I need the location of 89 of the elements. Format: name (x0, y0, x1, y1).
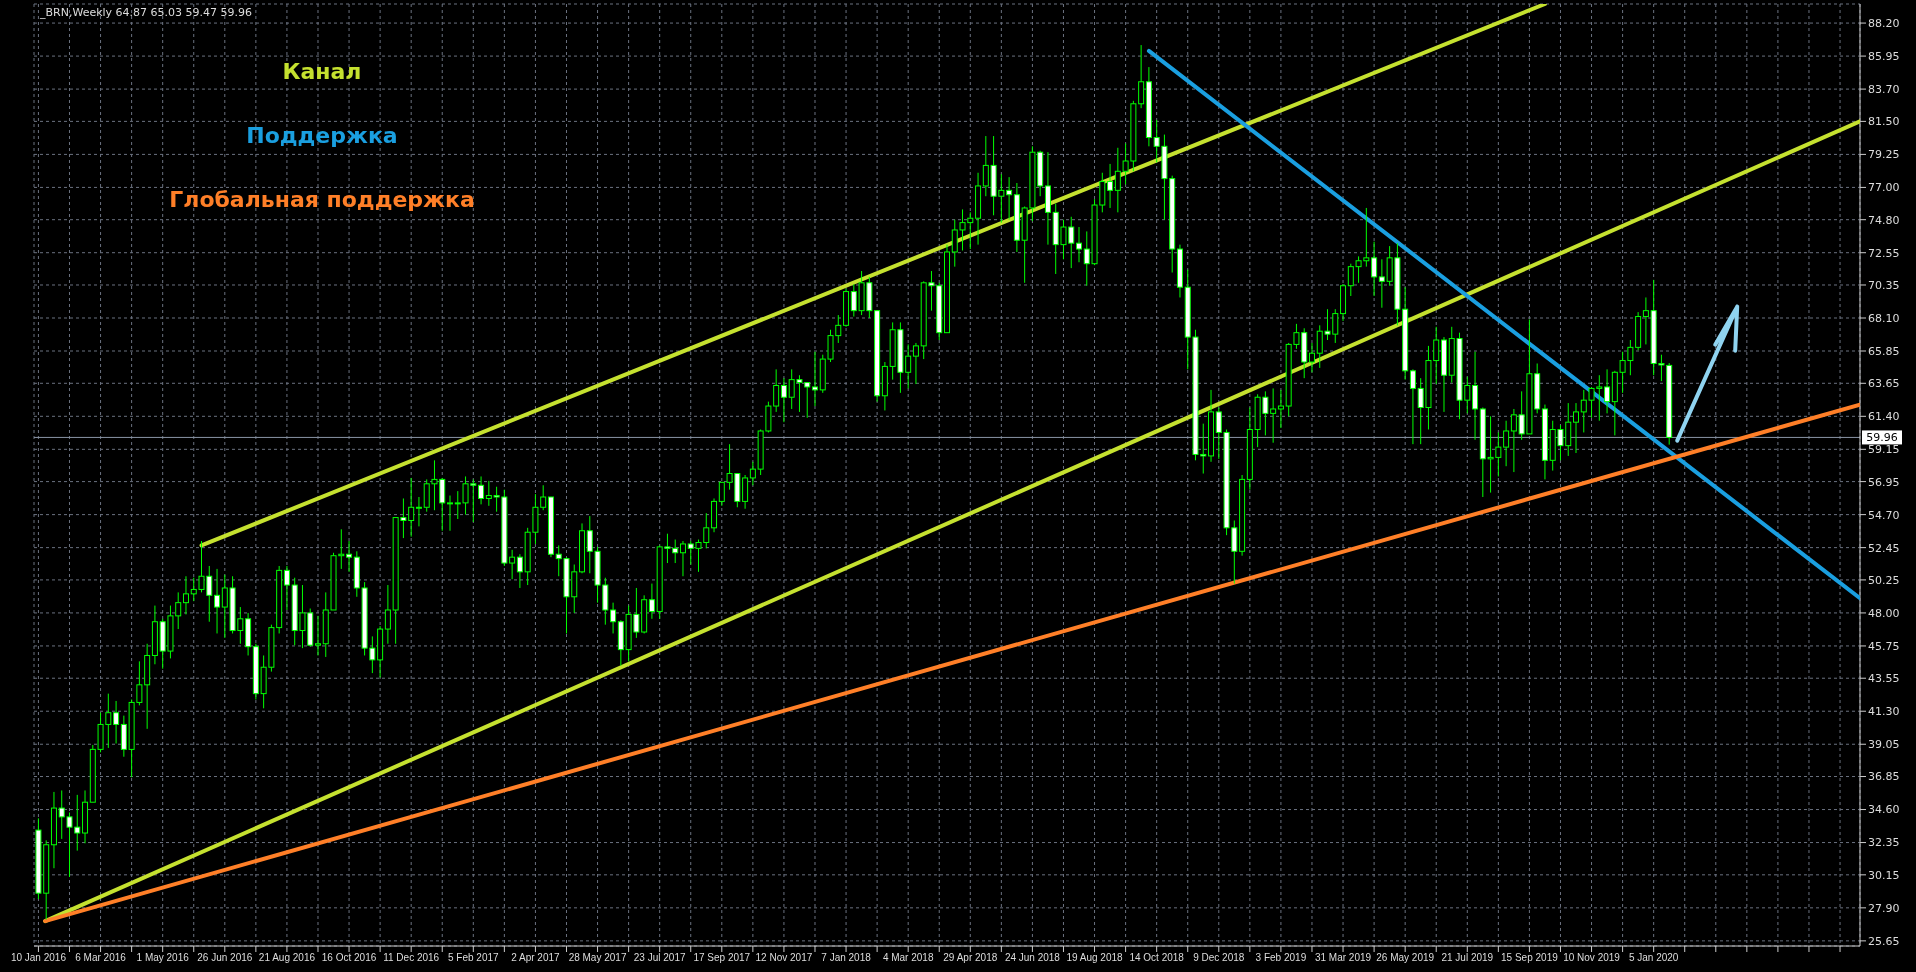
x-tick-label: 7 Jan 2018 (821, 952, 872, 964)
x-tick-label: 1 May 2016 (136, 952, 190, 964)
x-tick-label: 26 Jun 2016 (197, 952, 253, 964)
y-tick-label: 45.75 (1868, 639, 1900, 653)
x-tick-label: 29 Apr 2018 (943, 952, 998, 964)
y-tick-label: 50.25 (1868, 573, 1900, 587)
y-tick-label: 68.10 (1868, 311, 1900, 325)
y-tick-label: 30.15 (1868, 868, 1900, 882)
text: Поддержка (245, 122, 399, 150)
x-tick-label: 21 Jul 2019 (1441, 952, 1494, 964)
text: Глобальная поддержка (168, 186, 476, 214)
text: Канал (281, 58, 363, 86)
x-tick-label: 5 Jan 2020 (1628, 952, 1679, 964)
candlestick (648, 583, 655, 620)
x-tick-label: 5 Feb 2017 (448, 952, 500, 964)
candlestick (1308, 342, 1315, 373)
candlestick (113, 700, 120, 745)
y-tick-label: 77.00 (1868, 181, 1900, 195)
candlestick (1107, 163, 1114, 209)
x-tick-label: 14 Oct 2018 (1129, 952, 1185, 964)
x-tick-label: 12 Nov 2017 (755, 952, 813, 964)
x-tick-label: 2 Apr 2017 (511, 952, 561, 964)
y-tick-label: 32.35 (1868, 836, 1900, 850)
y-tick-label: 27.90 (1868, 901, 1900, 915)
x-tick-label: 4 Mar 2018 (882, 952, 934, 964)
y-tick-label: 65.85 (1868, 344, 1900, 358)
candlestick (214, 568, 221, 634)
candlestick (912, 342, 919, 385)
candlestick (1472, 351, 1479, 441)
candlestick (1604, 368, 1611, 414)
y-tick-label: 25.65 (1868, 934, 1900, 948)
y-tick-label: 43.55 (1868, 672, 1900, 686)
candlestick (283, 565, 290, 611)
x-tick-label: 9 Dec 2018 (1193, 952, 1245, 964)
candlestick (610, 602, 617, 634)
y-tick-label: 72.55 (1868, 246, 1900, 260)
x-tick-label: 10 Nov 2019 (1563, 952, 1621, 964)
y-tick-label: 61.40 (1868, 410, 1900, 424)
y-tick-label: 48.00 (1868, 606, 1900, 620)
candlestick (1642, 296, 1649, 345)
x-tick-label: 21 Aug 2016 (258, 952, 316, 964)
y-tick-label: 83.70 (1868, 83, 1900, 97)
y-tick-label: 39.05 (1868, 738, 1900, 752)
candlestick (415, 496, 422, 527)
candlestick (1409, 368, 1416, 445)
candlestick (679, 540, 686, 577)
y-tick-label: 52.45 (1868, 541, 1900, 555)
y-tick-label: 74.80 (1868, 213, 1900, 227)
ref-line-label: 59.96 (1866, 431, 1898, 445)
y-tick-label: 59.15 (1868, 443, 1900, 457)
candlestick (780, 377, 787, 423)
candlestick (315, 615, 321, 656)
y-tick-label: 70.35 (1868, 278, 1900, 292)
candlestick (742, 474, 749, 510)
x-tick-label: 3 Feb 2019 (1255, 952, 1307, 964)
candlestick (1573, 402, 1579, 454)
y-tick-label: 63.65 (1868, 377, 1900, 391)
candlestick (1277, 389, 1284, 429)
candlestick (447, 495, 454, 532)
y-tick-label: 34.60 (1868, 803, 1900, 817)
y-tick-label: 79.25 (1868, 148, 1900, 162)
x-tick-label: 16 Oct 2016 (321, 952, 377, 964)
y-tick-label: 56.95 (1868, 475, 1900, 489)
x-tick-label: 17 Sep 2017 (693, 952, 751, 964)
candlestick (516, 553, 523, 589)
x-tick-label: 23 Jul 2017 (633, 952, 686, 964)
x-tick-label: 19 Aug 2018 (1066, 952, 1124, 964)
candlestick (384, 584, 391, 645)
x-tick-label: 10 Jan 2016 (10, 952, 67, 964)
x-tick-label: 26 May 2019 (1376, 952, 1435, 964)
x-tick-label: 6 Mar 2016 (75, 952, 127, 964)
candlestick (478, 475, 485, 505)
candlestick (346, 540, 353, 573)
y-tick-label: 41.30 (1868, 705, 1900, 719)
y-tick-label: 54.70 (1868, 508, 1900, 522)
chart-title: _BRN,Weekly 64.87 65.03 59.47 59.96 (40, 6, 253, 19)
x-tick-label: 24 Jun 2018 (1004, 952, 1061, 964)
x-tick-label: 15 Sep 2019 (1501, 952, 1559, 964)
y-tick-label: 81.50 (1868, 115, 1900, 129)
candlestick (811, 351, 818, 407)
y-tick-label: 36.85 (1868, 770, 1900, 784)
candlestick (1371, 241, 1378, 297)
y-tick-label: 85.95 (1868, 49, 1900, 63)
x-tick-label: 28 May 2017 (568, 952, 627, 964)
x-tick-label: 11 Dec 2016 (383, 952, 440, 964)
x-tick-label: 31 Mar 2019 (1314, 952, 1372, 964)
candlestick (1076, 226, 1083, 263)
y-tick-label: 88.20 (1868, 16, 1900, 30)
candlestick (182, 575, 189, 615)
